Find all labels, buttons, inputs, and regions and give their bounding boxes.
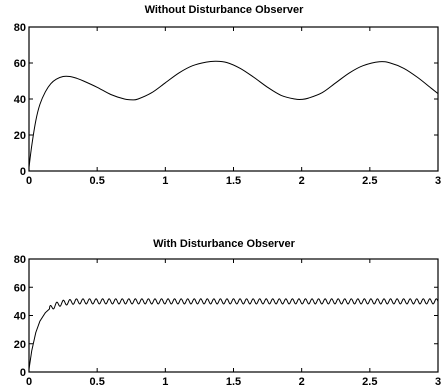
x-tick-label-with-observer: 1.5: [226, 376, 241, 388]
plot-ticks-without-observer: 0 0.5 1 1.5 2 2.5 3 0 20 40 60 80: [14, 22, 441, 187]
line-series-with-observer: [28, 298, 439, 370]
plot-title-without-observer: Without Disturbance Observer: [145, 4, 305, 16]
y-tick-label-with-observer: 60: [14, 282, 26, 294]
x-tick-label-with-observer: 0.5: [90, 376, 105, 388]
x-tick-label-without-observer: 0: [26, 175, 32, 187]
x-tick-label-with-observer: 2.5: [362, 376, 377, 388]
x-tick-label-without-observer: 1: [162, 175, 168, 187]
x-tick-label-without-observer: 0.5: [90, 175, 105, 187]
y-tick-label-without-observer: 40: [14, 94, 26, 106]
y-tick-label-without-observer: 80: [14, 22, 26, 34]
x-tick-label-with-observer: 2: [299, 376, 305, 388]
x-tick-label-without-observer: 2.5: [362, 175, 377, 187]
plot-frame-with-observer: [28, 258, 439, 373]
x-tick-label-with-observer: 1: [162, 376, 168, 388]
x-tick-label-without-observer: 2: [299, 175, 305, 187]
y-tick-label-with-observer: 40: [14, 311, 26, 323]
plot-with-observer: With Disturbance Observer 0 0.5 1 1.5 2 2.5 30…: [14, 238, 441, 388]
x-tick-label-with-observer: 0: [26, 376, 32, 388]
y-tick-label-without-observer: 60: [14, 58, 26, 70]
x-tick-label-without-observer: 1.5: [226, 175, 241, 187]
plot-frame-without-observer: [28, 26, 439, 172]
y-tick-label-with-observer: 80: [14, 254, 26, 266]
y-tick-label-without-observer: 20: [14, 130, 26, 142]
plot-without-observer: Without Disturbance Observer 0 0.5 1 1.5 2 2.…: [14, 4, 441, 187]
x-tick-label-without-observer: 3: [435, 175, 441, 187]
y-tick-label-with-observer: 20: [14, 339, 26, 351]
plot-ticks-with-observer: 0 0.5 1 1.5 2 2.5 3 0 20 40 60 80: [14, 254, 441, 388]
y-tick-label-without-observer: 0: [20, 166, 26, 178]
y-tick-label-with-observer: 0: [20, 367, 26, 379]
x-tick-label-with-observer: 3: [435, 376, 441, 388]
line-series-without-observer: [28, 60, 439, 168]
plot-title-with-observer: With Disturbance Observer: [153, 238, 295, 250]
